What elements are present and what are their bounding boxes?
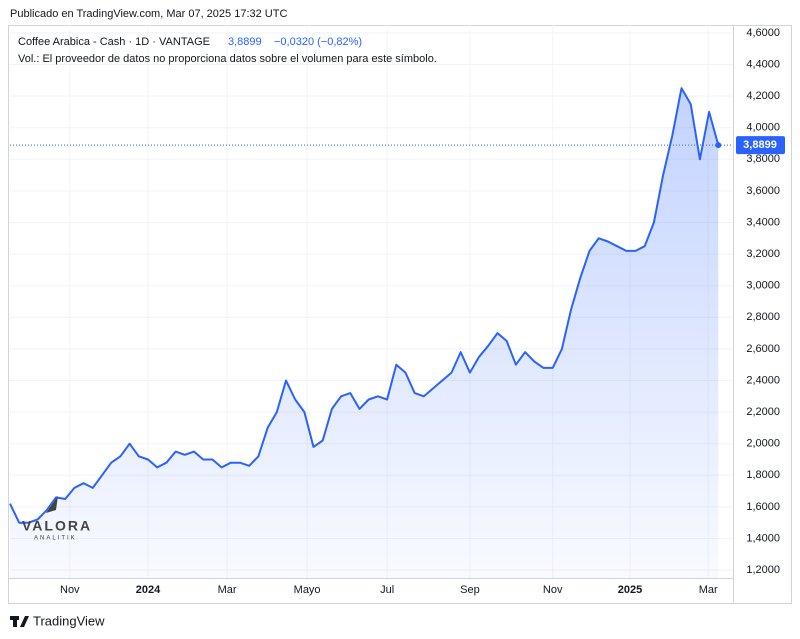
y-tick-label: 3,6000 <box>746 185 780 197</box>
y-tick-label: 2,8000 <box>746 311 780 323</box>
watermark-sub: ANALITIK <box>34 536 77 542</box>
y-tick-label: 4,4000 <box>746 58 780 70</box>
y-tick-label: 1,4000 <box>746 532 780 544</box>
legend-change: −0,0320 (−0,82%) <box>274 36 362 48</box>
volume-note: Vol.: El proveedor de datos no proporcio… <box>18 53 437 65</box>
y-tick-label: 4,0000 <box>746 122 780 134</box>
y-tick-label: 3,4000 <box>746 216 780 228</box>
y-tick-label: 4,2000 <box>746 90 780 102</box>
y-tick-label: 3,2000 <box>746 248 780 260</box>
line <box>9 87 720 524</box>
x-tick-label: Nov <box>543 584 563 596</box>
y-tick-label: 1,6000 <box>746 501 780 513</box>
legend-symbol: Coffee Arabica - Cash · 1D · VANTAGE <box>18 36 210 48</box>
x-tick-label: Nov <box>60 584 80 596</box>
y-tick-label: 2,4000 <box>746 374 780 386</box>
published: Publicado en TradingView.com, Mar 07, 20… <box>10 8 287 20</box>
footer-logo <box>10 616 29 627</box>
x-tick-label: Jul <box>380 584 394 596</box>
footer-brand: TradingView <box>33 613 105 628</box>
plot <box>9 87 733 578</box>
x-tick-label: Mayo <box>294 584 321 596</box>
last-point <box>715 142 722 149</box>
x-tick-label: Mar <box>699 584 718 596</box>
y-tick-label: 2,2000 <box>746 406 780 418</box>
last-price-label: 3,8899 <box>743 139 777 151</box>
y-tick-label: 1,8000 <box>746 469 780 481</box>
y-tick-label: 4,6000 <box>746 27 780 39</box>
y-tick-label: 3,0000 <box>746 280 780 292</box>
y-tick-label: 2,0000 <box>746 438 780 450</box>
frame <box>8 25 792 604</box>
x-tick-label: Sep <box>460 584 480 596</box>
watermark-brand: VALORA <box>22 518 92 534</box>
x-tick-label: Mar <box>218 584 237 596</box>
area <box>10 88 719 578</box>
y-tick-label: 3,8000 <box>746 153 780 165</box>
y-tick-label: 2,6000 <box>746 343 780 355</box>
last-price-tag <box>736 136 785 155</box>
x-tick-label: 2024 <box>136 584 161 596</box>
legend-price: 3,8899 <box>228 36 262 48</box>
watermark-icon <box>46 496 58 513</box>
x-tick-label: 2025 <box>618 584 642 596</box>
y-tick-label: 1,2000 <box>746 564 780 576</box>
